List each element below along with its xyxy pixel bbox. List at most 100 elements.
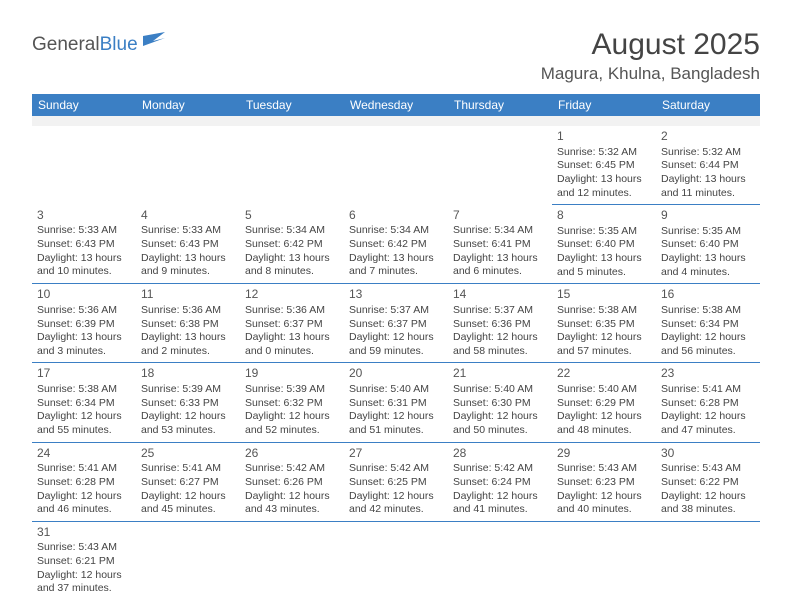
- month-title: August 2025: [541, 28, 760, 62]
- sunset-text: Sunset: 6:34 PM: [37, 397, 131, 411]
- calendar-cell: [448, 126, 552, 205]
- calendar-cell: [136, 521, 240, 600]
- calendar-cell: 1Sunrise: 5:32 AMSunset: 6:45 PMDaylight…: [552, 126, 656, 205]
- sunrise-text: Sunrise: 5:42 AM: [349, 462, 443, 476]
- day-number: 14: [453, 287, 547, 303]
- calendar-cell: 10Sunrise: 5:36 AMSunset: 6:39 PMDayligh…: [32, 284, 136, 363]
- calendar-cell: 4Sunrise: 5:33 AMSunset: 6:43 PMDaylight…: [136, 205, 240, 284]
- calendar-row: 10Sunrise: 5:36 AMSunset: 6:39 PM Dayligh…: [32, 284, 760, 363]
- sunset-text: Sunset: 6:39 PM: [37, 318, 131, 332]
- day-number: 10: [37, 287, 131, 303]
- sunrise-text: Sunrise: 5:37 AM: [453, 304, 547, 318]
- day-number: 4: [141, 208, 235, 224]
- day-number: 7: [453, 208, 547, 224]
- spacer-row: [32, 116, 760, 126]
- calendar-cell: 17Sunrise: 5:38 AMSunset: 6:34 PMDayligh…: [32, 363, 136, 442]
- daylight-text: Daylight: 12 hours and 40 minutes.: [557, 490, 651, 517]
- calendar-cell: 6Sunrise: 5:34 AMSunset: 6:42 PMDaylight…: [344, 205, 448, 284]
- calendar-cell: 11Sunrise: 5:36 AMSunset: 6:38 PMDayligh…: [136, 284, 240, 363]
- sunset-text: Sunset: 6:38 PM: [141, 318, 235, 332]
- sunrise-text: Sunrise: 5:39 AM: [141, 383, 235, 397]
- weekday-header: Tuesday: [240, 94, 344, 116]
- sunset-text: Sunset: 6:29 PM: [557, 397, 651, 411]
- day-number: 15: [557, 287, 651, 303]
- daylight-text: Daylight: 13 hours and 12 minutes.: [557, 173, 651, 200]
- daylight-text: Daylight: 12 hours and 43 minutes.: [245, 490, 339, 517]
- day-number: 1: [557, 129, 651, 145]
- sunrise-text: Sunrise: 5:43 AM: [37, 541, 131, 555]
- calendar-cell: 5Sunrise: 5:34 AMSunset: 6:42 PMDaylight…: [240, 205, 344, 284]
- calendar-cell: [240, 521, 344, 600]
- day-number: 11: [141, 287, 235, 303]
- sunrise-text: Sunrise: 5:34 AM: [453, 224, 547, 238]
- sunset-text: Sunset: 6:43 PM: [37, 238, 131, 252]
- weekday-header: Saturday: [656, 94, 760, 116]
- sunset-text: Sunset: 6:30 PM: [453, 397, 547, 411]
- calendar-cell: 31Sunrise: 5:43 AMSunset: 6:21 PMDayligh…: [32, 521, 136, 600]
- sunset-text: Sunset: 6:32 PM: [245, 397, 339, 411]
- sunrise-text: Sunrise: 5:39 AM: [245, 383, 339, 397]
- day-number: 20: [349, 366, 443, 382]
- daylight-text: Daylight: 12 hours and 53 minutes.: [141, 410, 235, 437]
- sunset-text: Sunset: 6:42 PM: [349, 238, 443, 252]
- daylight-text: Daylight: 12 hours and 45 minutes.: [141, 490, 235, 517]
- calendar-cell: 2Sunrise: 5:32 AMSunset: 6:44 PMDaylight…: [656, 126, 760, 205]
- sunset-text: Sunset: 6:26 PM: [245, 476, 339, 490]
- calendar-cell: 8Sunrise: 5:35 AMSunset: 6:40 PMDaylight…: [552, 205, 656, 284]
- sunrise-text: Sunrise: 5:36 AM: [37, 304, 131, 318]
- calendar-body: 1Sunrise: 5:32 AMSunset: 6:45 PMDaylight…: [32, 116, 760, 600]
- title-block: August 2025 Magura, Khulna, Bangladesh: [541, 28, 760, 84]
- calendar-cell: 26Sunrise: 5:42 AMSunset: 6:26 PMDayligh…: [240, 442, 344, 521]
- sunset-text: Sunset: 6:42 PM: [245, 238, 339, 252]
- calendar-cell: 22Sunrise: 5:40 AMSunset: 6:29 PMDayligh…: [552, 363, 656, 442]
- sunrise-text: Sunrise: 5:41 AM: [661, 383, 755, 397]
- sunset-text: Sunset: 6:43 PM: [141, 238, 235, 252]
- daylight-text: Daylight: 12 hours and 51 minutes.: [349, 410, 443, 437]
- day-number: 31: [37, 525, 131, 541]
- header: GeneralBlue August 2025 Magura, Khulna, …: [32, 28, 760, 84]
- sunset-text: Sunset: 6:21 PM: [37, 555, 131, 569]
- daylight-text: Daylight: 13 hours and 4 minutes.: [661, 252, 755, 279]
- daylight-text: Daylight: 12 hours and 46 minutes.: [37, 490, 131, 517]
- sunrise-text: Sunrise: 5:41 AM: [141, 462, 235, 476]
- sunrise-text: Sunrise: 5:40 AM: [557, 383, 651, 397]
- calendar-row: 17Sunrise: 5:38 AMSunset: 6:34 PMDayligh…: [32, 363, 760, 442]
- sunset-text: Sunset: 6:28 PM: [37, 476, 131, 490]
- daylight-text: Daylight: 12 hours and 37 minutes.: [37, 569, 131, 596]
- daylight-text: Daylight: 12 hours and 55 minutes.: [37, 410, 131, 437]
- calendar-table: Sunday Monday Tuesday Wednesday Thursday…: [32, 94, 760, 600]
- sunset-text: Sunset: 6:23 PM: [557, 476, 651, 490]
- daylight-text: Daylight: 13 hours and 8 minutes.: [245, 252, 339, 279]
- daylight-text: Daylight: 13 hours and 6 minutes.: [453, 252, 547, 279]
- day-number: 16: [661, 287, 755, 303]
- weekday-header: Monday: [136, 94, 240, 116]
- sunset-text: Sunset: 6:35 PM: [557, 318, 651, 332]
- sunset-text: Sunset: 6:40 PM: [661, 238, 755, 252]
- sunset-text: Sunset: 6:34 PM: [661, 318, 755, 332]
- calendar-cell: [344, 126, 448, 205]
- sunset-text: Sunset: 6:31 PM: [349, 397, 443, 411]
- sunset-text: Sunset: 6:33 PM: [141, 397, 235, 411]
- calendar-cell: 23Sunrise: 5:41 AMSunset: 6:28 PMDayligh…: [656, 363, 760, 442]
- day-number: 12: [245, 287, 339, 303]
- calendar-cell: [136, 126, 240, 205]
- day-number: 2: [661, 129, 755, 145]
- day-number: 26: [245, 446, 339, 462]
- day-number: 8: [557, 208, 651, 224]
- weekday-header: Sunday: [32, 94, 136, 116]
- sunset-text: Sunset: 6:36 PM: [453, 318, 547, 332]
- calendar-cell: 19Sunrise: 5:39 AMSunset: 6:32 PMDayligh…: [240, 363, 344, 442]
- daylight-text: Daylight: 12 hours and 56 minutes.: [661, 331, 755, 358]
- weekday-header: Wednesday: [344, 94, 448, 116]
- sunset-text: Sunset: 6:24 PM: [453, 476, 547, 490]
- daylight-text: Daylight: 13 hours and 2 minutes.: [141, 331, 235, 358]
- sunset-text: Sunset: 6:28 PM: [661, 397, 755, 411]
- sunset-text: Sunset: 6:37 PM: [349, 318, 443, 332]
- daylight-text: Daylight: 12 hours and 52 minutes.: [245, 410, 339, 437]
- daylight-text: Daylight: 12 hours and 50 minutes.: [453, 410, 547, 437]
- weekday-header: Thursday: [448, 94, 552, 116]
- daylight-text: Daylight: 13 hours and 9 minutes.: [141, 252, 235, 279]
- daylight-text: Daylight: 12 hours and 57 minutes.: [557, 331, 651, 358]
- calendar-cell: [32, 126, 136, 205]
- sunrise-text: Sunrise: 5:38 AM: [557, 304, 651, 318]
